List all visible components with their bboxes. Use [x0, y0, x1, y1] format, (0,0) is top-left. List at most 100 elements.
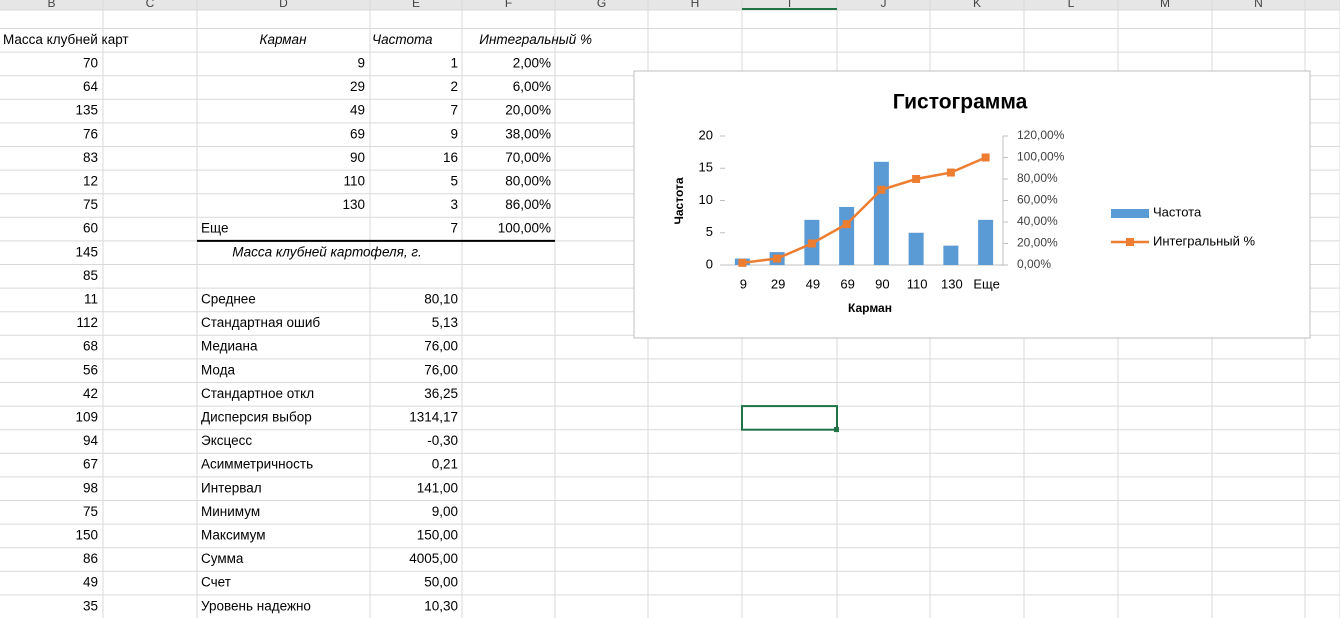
y2-tick-label: 40,00%: [1017, 214, 1058, 228]
cell: 6,00%: [513, 79, 551, 94]
cell: 7: [450, 103, 458, 118]
cell: 42: [83, 386, 98, 401]
cell-bg: [371, 525, 461, 548]
cell: 67: [83, 457, 98, 472]
marker: [738, 258, 747, 267]
cell-bg: [371, 359, 461, 382]
cell: 86,00%: [505, 197, 551, 212]
x-axis-title: Карман: [848, 301, 892, 315]
legend-swatch: [1111, 209, 1149, 218]
x-tick-label: 29: [771, 276, 785, 291]
y-tick-label: 10: [699, 192, 713, 207]
column-header: K: [973, 0, 981, 10]
bar: [873, 161, 889, 265]
column-header: M: [1160, 0, 1170, 10]
x-tick-label: 69: [840, 276, 854, 291]
cell: 98: [83, 480, 98, 495]
cell: Стандартная ошиб: [201, 315, 320, 330]
y-tick-label: 0: [706, 256, 713, 271]
legend-swatch: [1126, 238, 1134, 246]
cell: 80,10: [424, 291, 458, 306]
bar: [943, 245, 959, 265]
column-header: H: [691, 0, 700, 10]
column-header: E: [412, 0, 420, 10]
active-column-marker: [742, 8, 837, 10]
column-header-band: [0, 0, 1340, 10]
column-header: F: [505, 0, 512, 10]
column-header: B: [47, 0, 55, 10]
cell: 75: [83, 197, 98, 212]
cell: 12: [83, 173, 98, 188]
fill-handle: [834, 427, 839, 433]
cell: 150,00: [417, 527, 458, 542]
cell: Сумма: [201, 551, 244, 566]
cell: 10,30: [424, 598, 458, 613]
x-tick-label: 90: [875, 276, 889, 291]
cell: 1314,17: [409, 409, 458, 424]
cell-bg: [371, 572, 461, 595]
cell: 112: [76, 315, 98, 330]
cell: 86: [83, 551, 98, 566]
x-tick-label: Еще: [973, 276, 999, 291]
cell: 110: [343, 173, 365, 188]
cell: 3: [450, 197, 458, 212]
cell: 130: [342, 197, 365, 212]
cell: 60: [83, 221, 98, 236]
cell: 109: [75, 409, 98, 424]
column-header: G: [597, 0, 606, 10]
cell: Еще: [201, 221, 228, 236]
cell: Медиана: [201, 339, 258, 354]
cell-bg: [371, 312, 461, 335]
cell: 5: [450, 173, 458, 188]
cell: 69: [350, 126, 365, 141]
cell: 141,00: [417, 480, 458, 495]
cell: Уровень надежно: [201, 598, 311, 613]
marker: [912, 175, 921, 183]
cell-bg: [371, 548, 461, 571]
cell: 56: [83, 362, 98, 377]
chart: Гистограмма 0 5 10 15 20 0,00% 20,00% 40,00% 60,0…: [633, 70, 1311, 339]
marker: [807, 239, 816, 248]
marker: [877, 185, 886, 194]
cell: Масса клубней карт: [3, 32, 129, 47]
cell: 49: [350, 103, 365, 118]
cell: 76,00: [424, 362, 458, 377]
cell-bg: [371, 454, 461, 477]
cell: 16: [443, 150, 458, 165]
cell: 70: [83, 55, 98, 70]
cell-bg: [371, 595, 461, 618]
cell: 49: [83, 575, 98, 590]
cell-bg: [371, 430, 461, 453]
y2-tick-label: 80,00%: [1017, 171, 1058, 185]
legend-label: Интегральный %: [1153, 233, 1256, 248]
cell: Эксцесс: [201, 433, 252, 448]
y2-tick-label: 100,00%: [1017, 150, 1065, 164]
cell: 20,00%: [505, 103, 551, 118]
cell: Стандартное откл: [201, 386, 314, 401]
y2-tick-label: 20,00%: [1017, 236, 1058, 250]
bar: [908, 232, 924, 265]
cell: 76: [83, 126, 98, 141]
table-header: Частота: [372, 32, 433, 47]
x-tick-label: 110: [907, 276, 928, 291]
cell: Среднее: [201, 291, 256, 306]
bar: [839, 206, 855, 265]
cell: 9: [357, 55, 365, 70]
y-tick-label: 20: [699, 127, 713, 142]
y-tick-label: 5: [706, 224, 713, 239]
cell: 145: [75, 244, 98, 259]
column-header: D: [279, 0, 288, 10]
cell: 50,00: [424, 575, 458, 590]
column-header: J: [881, 0, 887, 10]
cell: 90: [350, 150, 365, 165]
column-header: I: [788, 0, 791, 10]
cell: 100,00%: [498, 221, 551, 236]
table-title: Масса клубней картофеля, г.: [232, 244, 422, 259]
cell: Асимметричность: [201, 457, 313, 472]
cell: 2: [450, 79, 458, 94]
cell: Минимум: [201, 504, 260, 519]
line: [742, 156, 987, 265]
y-tick-label: 15: [699, 160, 713, 175]
